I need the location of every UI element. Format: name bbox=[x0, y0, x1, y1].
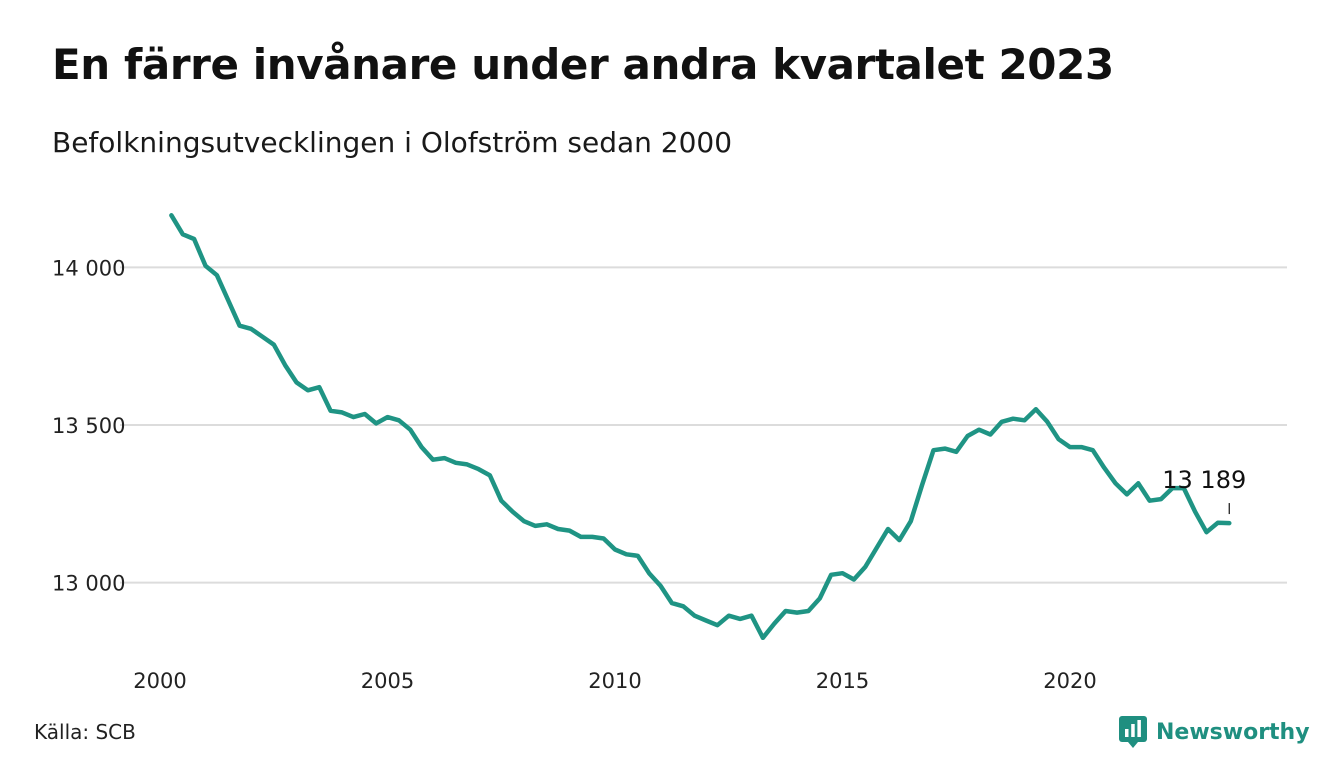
plot-area bbox=[169, 213, 1232, 641]
y-axis: 13 000 13 500 14 000 bbox=[52, 256, 125, 595]
x-tick-label: 2010 bbox=[588, 669, 641, 693]
y-tick-label: 13 500 bbox=[52, 414, 125, 438]
chart-subtitle: Befolkningsutvecklingen i Olofström seda… bbox=[52, 126, 733, 159]
brand-name: Newsworthy bbox=[1156, 719, 1310, 745]
series-line bbox=[169, 213, 1232, 641]
x-tick-label: 2000 bbox=[133, 669, 186, 693]
grid-lines bbox=[120, 266, 1287, 584]
last-value-label: 13 189 bbox=[1162, 466, 1246, 494]
newsworthy-logo-icon bbox=[1118, 715, 1148, 749]
y-tick-label: 13 000 bbox=[52, 572, 125, 596]
x-axis: 2000 2005 2010 2015 2020 bbox=[133, 669, 1096, 693]
source-note: Källa: SCB bbox=[34, 720, 136, 744]
y-tick-label: 14 000 bbox=[52, 256, 125, 280]
x-tick-label: 2005 bbox=[361, 669, 414, 693]
x-tick-label: 2020 bbox=[1043, 669, 1096, 693]
chart-title: En färre invånare under andra kvartalet … bbox=[52, 40, 1114, 89]
x-tick-label: 2015 bbox=[816, 669, 869, 693]
annotations: 13 189 bbox=[1162, 466, 1246, 515]
brand-logo[interactable]: Newsworthy bbox=[1118, 714, 1310, 750]
